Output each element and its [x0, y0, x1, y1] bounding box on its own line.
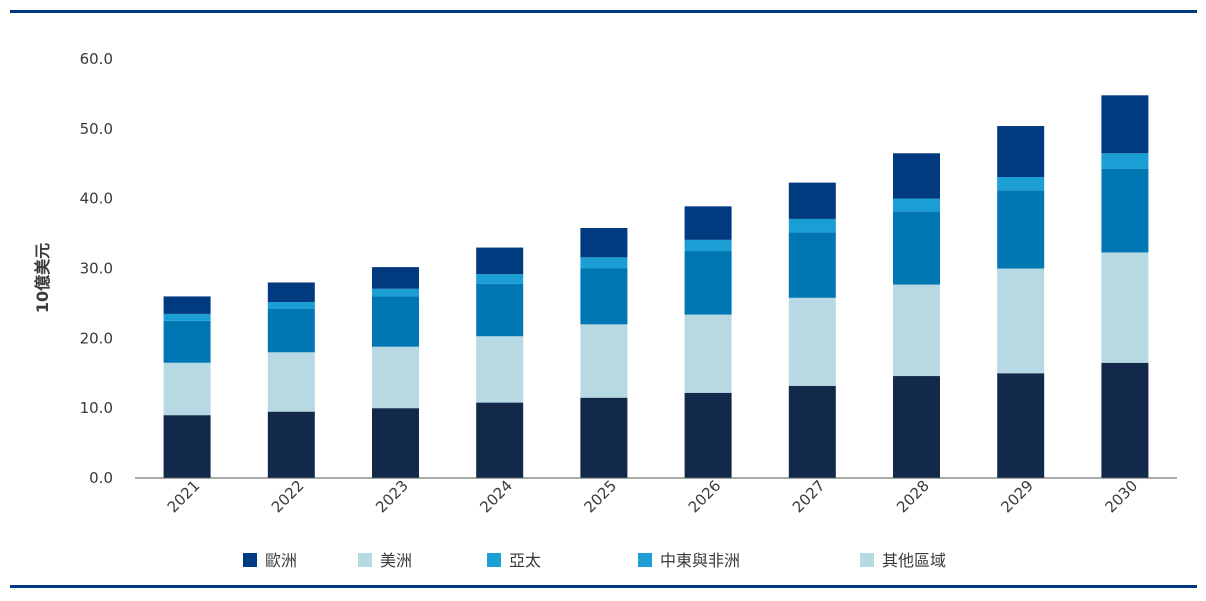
- top-rule: [10, 10, 1197, 13]
- legend: 歐洲 美洲 亞太 中東與非洲 其他區域: [243, 551, 946, 570]
- y-axis-title: 10億美元: [33, 243, 52, 313]
- bar-segment-2021-4: [163, 296, 211, 314]
- y-tick-label: 20.0: [80, 329, 113, 347]
- bar-segment-2028-0: [893, 376, 940, 478]
- x-tick-label: 2023: [372, 477, 412, 517]
- bar-segment-2030-4: [1101, 95, 1149, 154]
- y-tick-label: 0.0: [89, 469, 113, 487]
- x-tick-label: 2028: [893, 477, 933, 517]
- bar-segment-2029-0: [997, 373, 1045, 478]
- bar-segment-2022-2: [267, 309, 315, 353]
- legend-label: 美洲: [380, 551, 412, 570]
- x-tick-label: 2022: [268, 477, 308, 517]
- bar-segment-2027-4: [788, 182, 836, 219]
- bar-segment-2023-1: [372, 346, 419, 409]
- bar-segment-2030-3: [1101, 153, 1149, 169]
- bar-segment-2024-1: [476, 336, 524, 403]
- bar-segment-2023-2: [372, 296, 419, 347]
- legend-swatch: [243, 553, 257, 567]
- x-tick-label: 2025: [580, 477, 620, 517]
- bar-segment-2022-0: [267, 411, 315, 478]
- bar-segment-2030-2: [1101, 168, 1149, 253]
- bar-segment-2028-2: [893, 211, 940, 285]
- x-axis-ticks: 2021 2022 2023 2024 2025 2026 2027 2028 2029 2030: [164, 477, 1142, 517]
- bar-segment-2026-1: [684, 314, 732, 393]
- bar-segment-2025-1: [580, 324, 628, 398]
- bottom-rule: [10, 585, 1197, 588]
- x-tick-label: 2027: [789, 477, 829, 517]
- bar-segment-2027-0: [788, 385, 836, 478]
- x-tick-label: 2021: [164, 477, 204, 517]
- x-tick-label: 2030: [1101, 477, 1141, 517]
- bar-segment-2027-1: [788, 297, 836, 386]
- bar-segment-2025-3: [580, 257, 628, 269]
- bar-segment-2030-0: [1101, 362, 1149, 478]
- legend-label: 中東與非洲: [660, 551, 740, 570]
- bar-segment-2023-0: [372, 408, 419, 478]
- bar-segment-2029-1: [997, 268, 1045, 374]
- legend-label: 其他區域: [882, 551, 946, 570]
- bar-segment-2023-4: [372, 267, 419, 289]
- bar-segment-2024-3: [476, 274, 524, 284]
- legend-swatch: [860, 553, 874, 567]
- bar-segment-2029-2: [997, 190, 1045, 269]
- bar-segment-2024-0: [476, 402, 524, 478]
- y-tick-label: 40.0: [80, 190, 113, 208]
- x-tick-label: 2024: [476, 477, 516, 517]
- bar-segment-2025-0: [580, 397, 628, 478]
- legend-swatch: [487, 553, 501, 567]
- bar-segment-2028-4: [893, 153, 940, 199]
- bar-segment-2026-4: [684, 206, 732, 240]
- legend-label: 亞太: [509, 551, 541, 570]
- bar-segment-2024-4: [476, 247, 524, 275]
- bars-group: [163, 95, 1149, 478]
- bar-segment-2027-3: [788, 218, 836, 233]
- bar-segment-2021-3: [163, 313, 211, 321]
- bar-segment-2026-3: [684, 239, 732, 252]
- bar-segment-2024-2: [476, 283, 524, 337]
- bar-segment-2025-4: [580, 227, 628, 258]
- bar-segment-2021-1: [163, 362, 211, 416]
- bar-segment-2026-0: [684, 392, 732, 478]
- y-tick-label: 50.0: [80, 120, 113, 138]
- y-tick-label: 60.0: [80, 50, 113, 68]
- y-tick-label: 30.0: [80, 260, 113, 278]
- bar-segment-2030-1: [1101, 252, 1149, 363]
- x-tick-label: 2029: [997, 477, 1037, 517]
- y-axis-ticks: 0.0 10.0 20.0 30.0 40.0 50.0 60.0: [80, 50, 113, 487]
- legend-label: 歐洲: [265, 551, 297, 570]
- y-tick-label: 10.0: [80, 399, 113, 417]
- bar-segment-2022-1: [267, 352, 315, 412]
- bar-segment-2027-2: [788, 232, 836, 298]
- bar-segment-2028-3: [893, 198, 940, 212]
- bar-segment-2025-2: [580, 268, 628, 325]
- bar-segment-2026-2: [684, 251, 732, 315]
- bar-segment-2029-4: [997, 126, 1045, 178]
- bar-segment-2021-2: [163, 320, 211, 363]
- bar-segment-2029-3: [997, 177, 1045, 191]
- bar-segment-2021-0: [163, 415, 211, 478]
- bar-segment-2022-3: [267, 302, 315, 310]
- x-tick-label: 2026: [685, 477, 725, 517]
- bar-segment-2028-1: [893, 284, 940, 377]
- legend-swatch: [358, 553, 372, 567]
- bar-segment-2022-4: [267, 282, 315, 303]
- bar-segment-2023-3: [372, 288, 419, 297]
- legend-swatch: [638, 553, 652, 567]
